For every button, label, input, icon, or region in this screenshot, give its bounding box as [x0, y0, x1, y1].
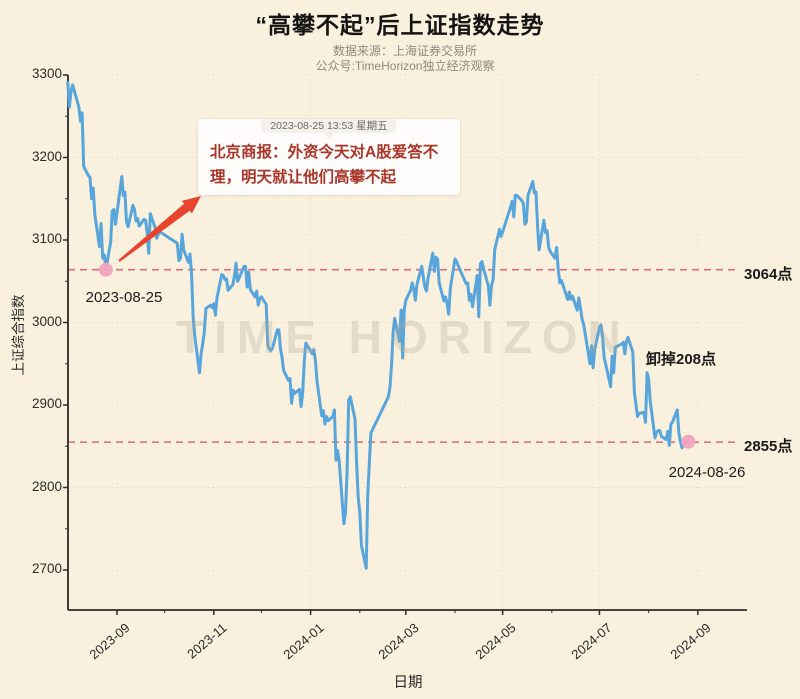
high-ref-label: 3064点 [744, 266, 793, 283]
marker-dot [98, 262, 113, 277]
start-point-date-label: 2023-08-25 [85, 289, 163, 306]
account-line: 公众号:TimeHorizon独立经济观察 [315, 59, 495, 73]
x-axis-title: 日期 [393, 675, 423, 691]
drop-points-label: 卸掉208点 [646, 351, 717, 368]
y-tick-label: 2700 [31, 561, 62, 576]
y-axis-title: 上证综合指数 [11, 294, 26, 376]
low-ref-label: 2855点 [744, 438, 793, 455]
marker-dot [681, 434, 696, 449]
y-tick-label: 3000 [31, 313, 62, 329]
annotation-timestamp: 2023-08-25 13:53 星期五 [261, 119, 397, 133]
end-point-date-label: 2024-08-26 [668, 464, 746, 481]
watermark-text: TIME HORIZON [176, 311, 631, 363]
y-tick-label: 3300 [31, 66, 62, 81]
y-tick-label: 2800 [31, 478, 62, 494]
page-title: “高攀不起”后上证指数走势 [255, 12, 545, 38]
timestamp-notch [324, 133, 334, 139]
data-source-line: 数据来源：上海证券交易所 [332, 44, 477, 58]
annotation-arrow [118, 196, 201, 262]
y-tick-label: 3100 [31, 231, 62, 246]
y-tick-label: 2900 [31, 396, 62, 411]
annotation-message: 北京商报：外资今天对A股爱答不理，明天就让他们高攀不起 [210, 144, 439, 186]
y-tick-label: 3200 [31, 148, 62, 164]
news-annotation-card: 2023-08-25 13:53 星期五 北京商报：外资今天对A股爱答不理，明天… [198, 119, 460, 195]
index-line-series [66, 80, 690, 570]
